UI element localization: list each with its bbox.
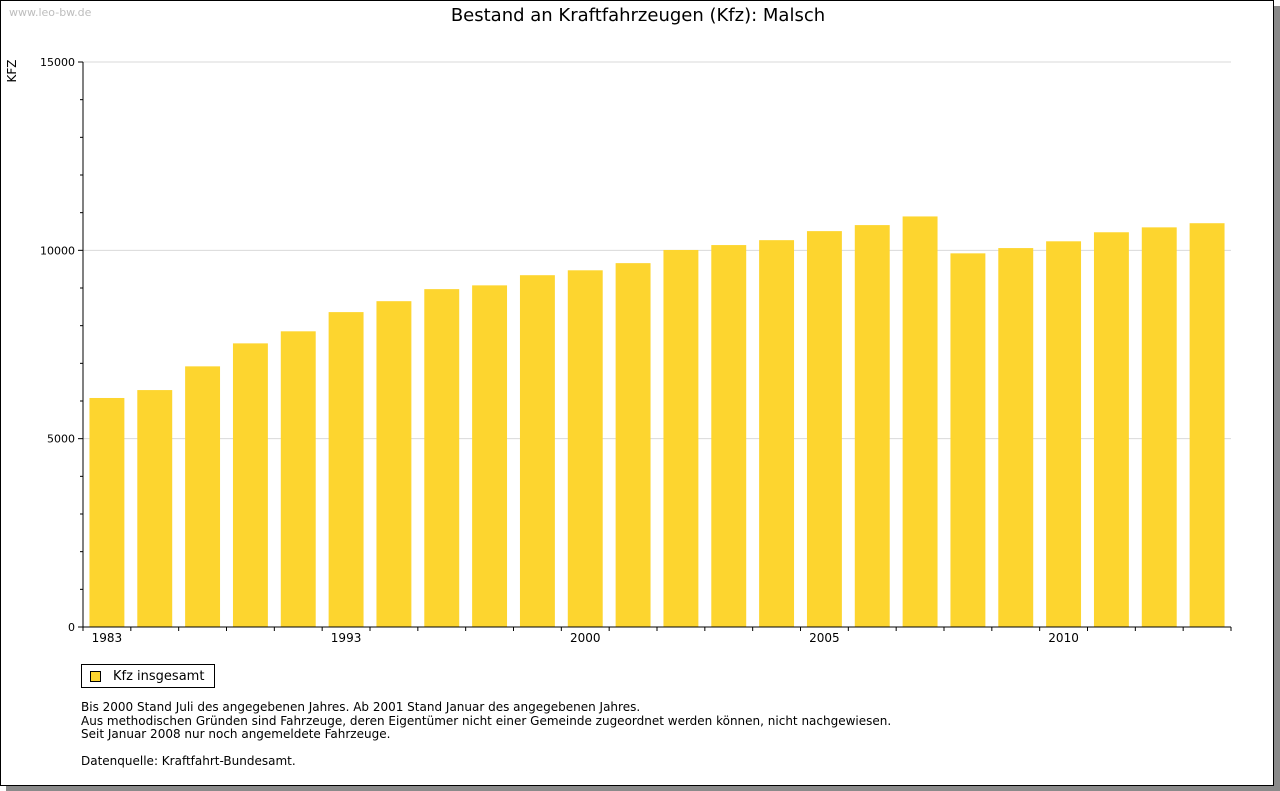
footnotes: Bis 2000 Stand Juli des angegebenen Jahr… (81, 700, 892, 742)
bar (472, 285, 508, 627)
footnote-line: Bis 2000 Stand Juli des angegebenen Jahr… (81, 700, 641, 714)
bar (998, 248, 1034, 627)
x-tick-label: 1993 (331, 631, 362, 645)
bar (711, 245, 747, 627)
bar (376, 301, 412, 627)
bar (137, 390, 173, 627)
bar (615, 263, 651, 627)
bar (902, 216, 938, 627)
y-tick-label: 15000 (40, 56, 75, 69)
x-tick-label: 1983 (92, 631, 123, 645)
legend-swatch (90, 670, 101, 682)
x-tick-label: 2005 (809, 631, 840, 645)
bar (567, 270, 603, 627)
bar (280, 331, 316, 627)
bar (806, 231, 842, 627)
bar (424, 289, 460, 627)
watermark: www.leo-bw.de (9, 6, 92, 19)
bar (854, 225, 890, 627)
bar (1189, 223, 1225, 628)
grid-lines (83, 61, 1231, 440)
y-axis-label: KFZ (5, 60, 19, 83)
bar (328, 312, 364, 627)
x-tick-label: 2010 (1048, 631, 1079, 645)
bar (232, 343, 268, 627)
bar (759, 240, 795, 627)
y-tick-label: 0 (68, 621, 75, 634)
footnote-line: Aus methodischen Gründen sind Fahrzeuge,… (81, 713, 892, 728)
bar (1093, 232, 1129, 627)
legend-label: Kfz insgesamt (113, 668, 205, 684)
bar (663, 249, 699, 627)
legend: Kfz insgesamt (81, 664, 216, 688)
chart-title: Bestand an Kraftfahrzeugen (Kfz): Malsch (450, 5, 826, 26)
bar-chart: 0 5000 10000 15000 1983 1993 2000 2005 2010 KFZ (5, 56, 1232, 645)
data-source: Datenquelle: Kraftfahrt-Bundesamt. (81, 754, 296, 768)
y-tick-label: 10000 (40, 244, 75, 257)
bar (185, 366, 221, 627)
bar (1141, 227, 1177, 627)
bars (89, 216, 1225, 628)
bar (89, 397, 125, 627)
bar (950, 253, 986, 627)
bar (519, 275, 555, 627)
x-axis-ticks: 1983 1993 2000 2005 2010 (82, 627, 1232, 645)
footnote-line: Seit Januar 2008 nur noch angemeldete Fa… (81, 727, 391, 741)
y-axis-ticks: 0 5000 10000 15000 (40, 56, 83, 634)
x-tick-label: 2000 (570, 631, 601, 645)
y-tick-label: 5000 (47, 433, 75, 446)
bar (1046, 241, 1082, 627)
